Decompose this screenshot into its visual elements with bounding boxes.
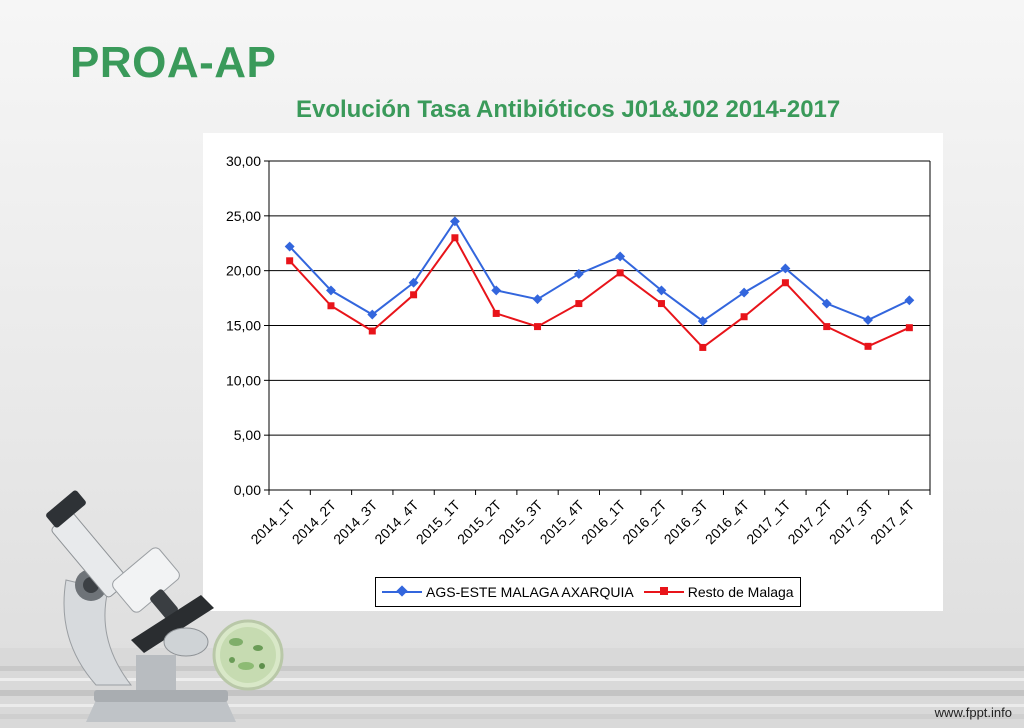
y-tick-label-6: 30,00 — [226, 153, 261, 169]
x-tick-label-7: 2015_4T — [537, 496, 588, 547]
y-tick-label-4: 20,00 — [226, 263, 261, 279]
series-2-point-3 — [410, 291, 418, 299]
series-2-point-12 — [781, 279, 789, 287]
diamond-marker-icon — [396, 585, 408, 597]
series-1-point-14 — [863, 315, 873, 325]
series-1-point-2 — [367, 309, 378, 320]
legend-line-series-1 — [382, 585, 422, 597]
x-tick-label-3: 2014_4T — [371, 496, 422, 547]
y-tick-label-1: 5,00 — [234, 427, 261, 443]
x-tick-label-11: 2016_4T — [702, 496, 753, 547]
series-2-point-11 — [740, 313, 748, 321]
x-tick-label-10: 2016_3T — [660, 496, 711, 547]
x-tick-label-14: 2017_3T — [826, 496, 877, 547]
microscope-illustration — [46, 490, 284, 722]
series-2-point-6 — [534, 323, 542, 331]
chart-plot: 0,005,0010,0015,0020,0025,0030,002014_1T… — [226, 153, 931, 547]
footer-brand: www.fppt.info — [934, 705, 1012, 720]
series-2-point-9 — [657, 300, 665, 308]
x-tick-label-15: 2017_4T — [867, 496, 918, 547]
y-tick-label-5: 25,00 — [226, 208, 261, 224]
legend-line-series-2 — [643, 587, 684, 595]
x-tick-label-12: 2017_1T — [743, 496, 794, 547]
series-2-point-1 — [327, 302, 335, 310]
series-2-point-10 — [699, 343, 707, 351]
series-2-point-15 — [905, 324, 913, 332]
series-1-point-6 — [532, 294, 543, 305]
series-1-point-9 — [656, 285, 667, 296]
y-tick-label-0: 0,00 — [234, 482, 261, 498]
x-tick-label-6: 2015_3T — [495, 496, 546, 547]
x-tick-label-13: 2017_2T — [784, 496, 835, 547]
x-tick-label-4: 2015_1T — [413, 496, 464, 547]
series-1-point-3 — [408, 277, 419, 288]
series-2-point-5 — [492, 309, 500, 317]
x-tick-label-8: 2016_1T — [578, 496, 629, 547]
series-1-point-5 — [491, 285, 502, 296]
series-2-point-4 — [451, 234, 459, 242]
y-tick-label-2: 10,00 — [226, 372, 261, 388]
x-tick-label-2: 2014_3T — [330, 496, 381, 547]
legend-label-series-1: AGS-ESTE MALAGA AXARQUIA — [426, 584, 634, 600]
series-1-point-7 — [573, 269, 584, 279]
series-1-point-12 — [780, 263, 791, 274]
series-2-point-13 — [823, 323, 831, 331]
x-tick-label-1: 2014_2T — [289, 496, 340, 547]
x-tick-label-9: 2016_2T — [619, 496, 670, 547]
legend-item-series-2: Resto de Malaga — [643, 584, 794, 600]
series-1-point-13 — [821, 298, 832, 309]
series-2-point-2 — [368, 327, 376, 335]
series-1-point-1 — [326, 285, 336, 296]
series-1-point-8 — [615, 251, 626, 262]
series-1-point-10 — [697, 316, 708, 327]
slide-subtitle: Evolución Tasa Antibióticos J01&J02 2014… — [296, 96, 841, 123]
series-2-point-7 — [575, 300, 583, 308]
y-tick-label-3: 15,00 — [226, 318, 261, 334]
legend-item-series-1: AGS-ESTE MALAGA AXARQUIA — [382, 584, 634, 600]
series-1-point-15 — [904, 295, 915, 306]
series-2-point-0 — [286, 257, 294, 265]
series-line-1 — [288, 219, 910, 323]
line-chart: 0,00 5,00 10,00 15,00 20,00 25,00 30,00 2014_1T… — [203, 133, 943, 611]
square-marker-icon — [659, 587, 668, 595]
series-2-point-8 — [616, 269, 624, 277]
series-1-point-4 — [449, 216, 460, 227]
series-1-point-11 — [739, 287, 750, 298]
slide-title: PROA-AP — [70, 38, 277, 87]
x-tick-label-5: 2015_2T — [454, 496, 505, 547]
series-line-2 — [288, 235, 910, 349]
legend-label-series-2: Resto de Malaga — [687, 584, 794, 600]
chart-legend: AGS-ESTE MALAGA AXARQUIA Resto de Malaga — [375, 577, 801, 607]
series-2-point-14 — [864, 342, 872, 350]
